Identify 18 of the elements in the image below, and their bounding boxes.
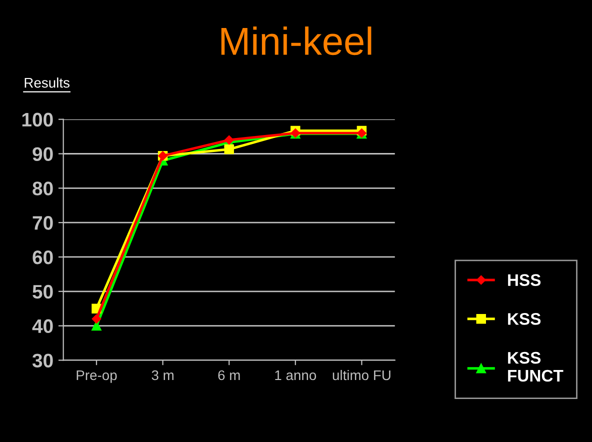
x-tick-label: Pre-op [76,370,117,383]
legend-label: KSS [508,313,541,325]
x-tick-label: 6 m [218,370,240,380]
legend-label: HSS [508,274,541,286]
y-tick-label: 50 [32,284,53,299]
x-tick-label: ultimo FU [332,370,390,380]
legend-label: KSS FUNCT [508,352,564,382]
chart-title: Mini-keel [221,26,372,56]
y-axis-title: Results [24,78,70,88]
y-tick-label: 80 [32,182,53,196]
y-tick-label: 100 [22,112,53,127]
y-tick-label: 90 [32,147,53,161]
x-tick-label: 1 anno [275,370,316,380]
y-tick-label: 40 [32,319,53,334]
x-tick-label: 3 m [152,370,174,380]
y-tick-label: 70 [32,216,53,230]
y-tick-label: 60 [32,250,53,264]
y-tick-label: 30 [32,354,53,368]
